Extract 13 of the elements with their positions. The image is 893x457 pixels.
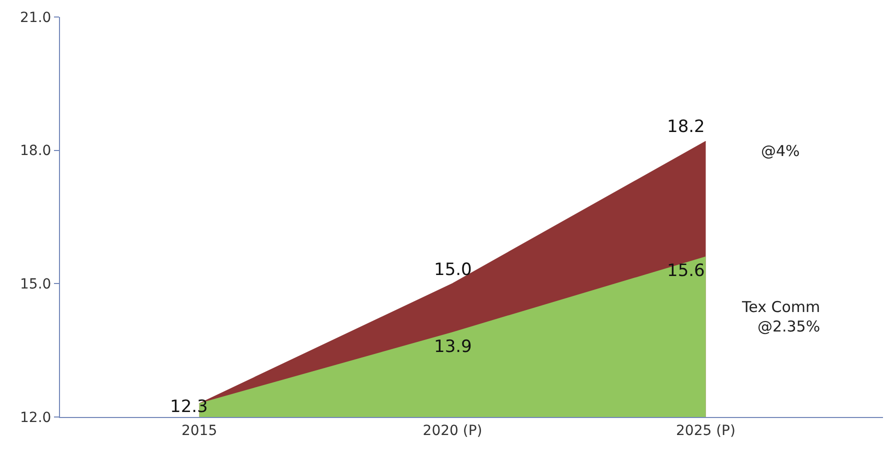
data-label: 15.0 <box>434 260 472 280</box>
x-tick-label: 2015 <box>181 422 218 439</box>
data-label: 13.9 <box>434 337 472 357</box>
text: @4% <box>761 142 800 160</box>
y-tick-label: 21.0 <box>20 10 52 26</box>
y-tick-label: 12.0 <box>20 410 52 426</box>
y-tick-label: 18.0 <box>20 143 52 160</box>
x-tick-label: 2020 (P) <box>422 422 482 439</box>
y-tick-label: 15.0 <box>20 276 52 293</box>
text: Tex Comm @2.35% <box>741 298 820 336</box>
data-label: 18.2 <box>667 117 705 137</box>
data-label: 15.6 <box>667 261 705 281</box>
x-tick-label: 2025 (P) <box>676 422 736 439</box>
